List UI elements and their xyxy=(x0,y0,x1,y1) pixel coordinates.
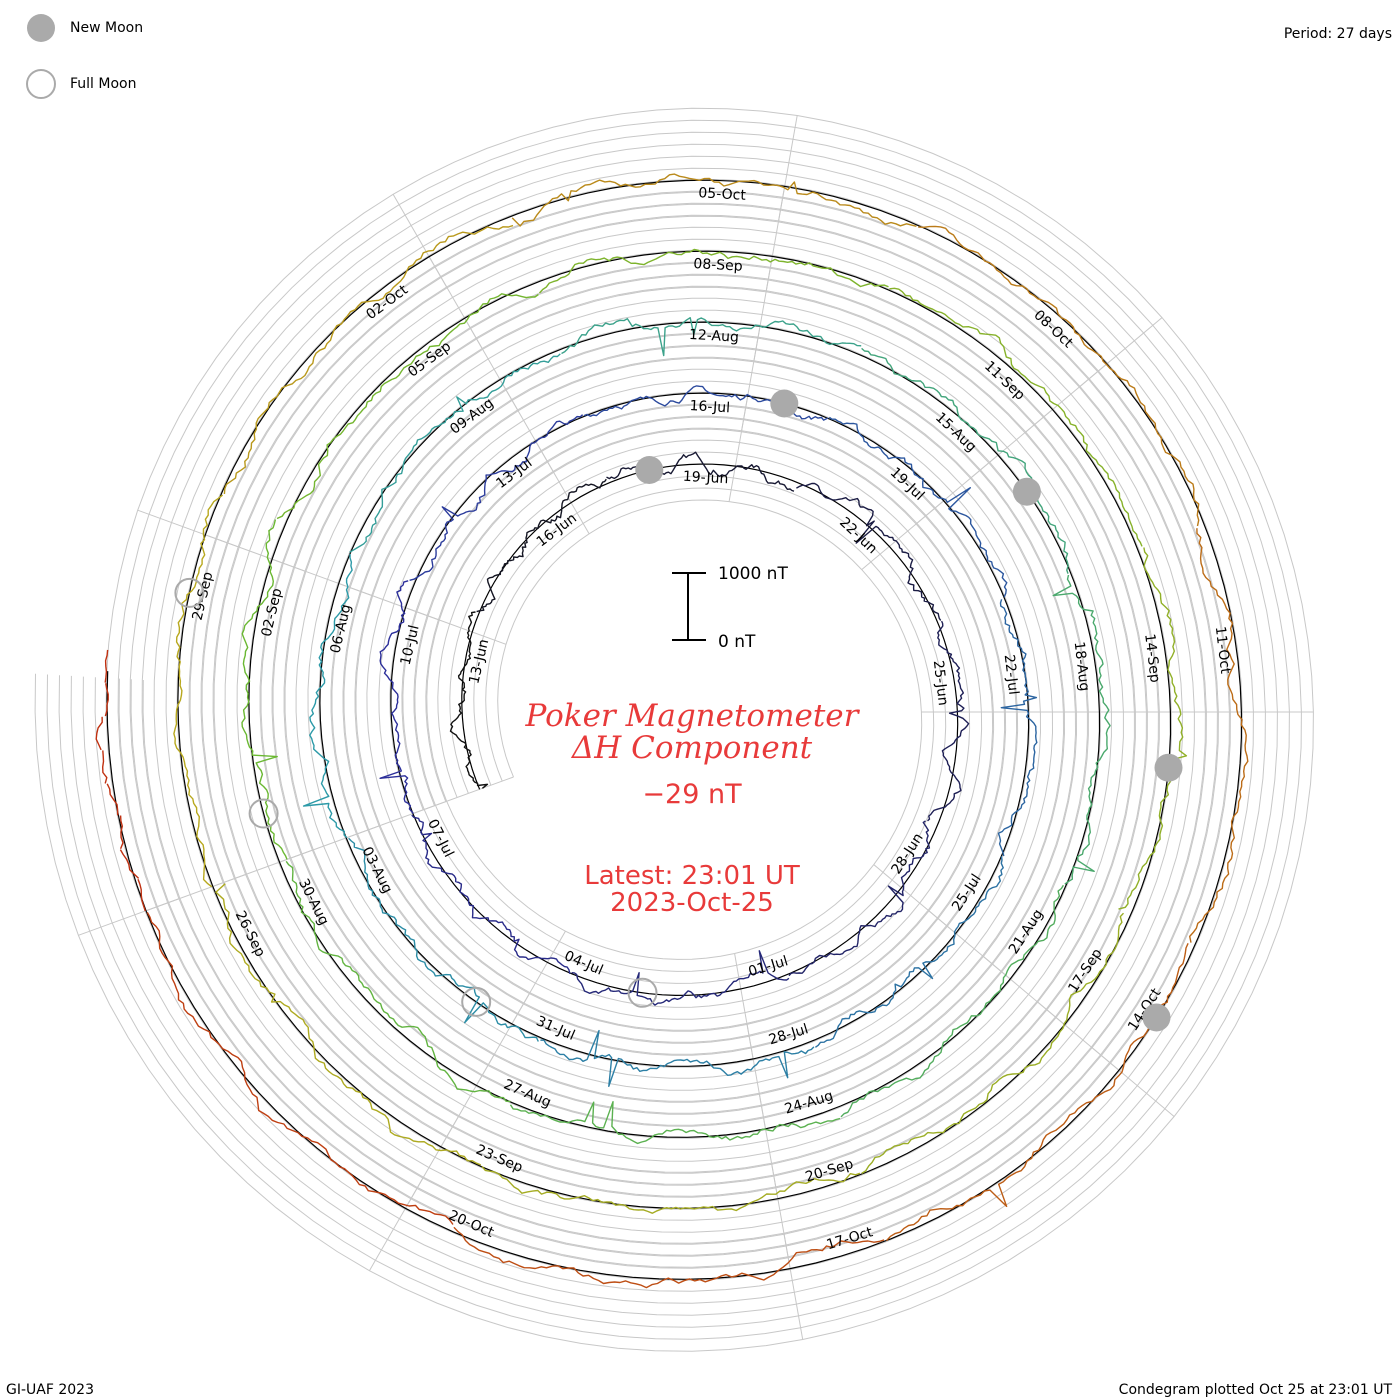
dh-trace-segment xyxy=(451,612,488,788)
latest-date: 2023-Oct-25 xyxy=(610,888,774,918)
full-moon-legend-label: Full Moon xyxy=(70,76,136,92)
footer-credit: GI-UAF 2023 xyxy=(6,1382,94,1398)
chart-title: Poker Magnetometer xyxy=(525,698,861,734)
date-label: 26-Sep xyxy=(232,908,268,959)
new-moon-legend-icon xyxy=(27,14,55,42)
legend: New Moon Full Moon xyxy=(27,14,143,98)
new-moon-marker xyxy=(1155,754,1183,782)
full-moon-legend-icon xyxy=(27,70,55,98)
date-label: 20-Oct xyxy=(446,1207,496,1241)
date-label: 16-Jul xyxy=(689,398,730,416)
date-label: 15-Aug xyxy=(932,410,979,456)
grid-spoke xyxy=(778,116,797,222)
dh-trace-segment xyxy=(862,348,1069,573)
dh-trace-segment xyxy=(454,1227,884,1287)
new-moon-marker xyxy=(1013,478,1041,506)
date-label: 12-Aug xyxy=(689,327,740,346)
new-moon-legend-label: New Moon xyxy=(70,20,143,36)
new-moon-marker xyxy=(770,390,798,418)
scale-top-label: 1000 nT xyxy=(718,564,788,584)
date-label: 08-Sep xyxy=(693,256,743,275)
dh-trace-segment xyxy=(380,581,413,814)
date-label: 27-Aug xyxy=(501,1077,553,1111)
footer-plot-time: Condegram plotted Oct 25 at 23:01 UT xyxy=(1119,1382,1393,1398)
period-label: Period: 27 days xyxy=(1284,26,1392,42)
date-label: 05-Oct xyxy=(698,185,747,204)
date-label: 11-Sep xyxy=(981,358,1028,404)
dh-trace-segment xyxy=(103,750,107,783)
date-label: 10-Jul xyxy=(398,624,423,667)
scale-bottom-label: 0 nT xyxy=(718,632,756,652)
new-moon-marker xyxy=(635,456,663,484)
grid-spoke xyxy=(1079,318,1162,387)
new-moon-marker xyxy=(1143,1004,1171,1032)
scale-bar: 1000 nT 0 nT xyxy=(672,564,788,652)
date-label: 19-Jun xyxy=(682,469,728,488)
date-label: 23-Sep xyxy=(473,1142,525,1176)
grid-spoke xyxy=(784,1233,803,1339)
dh-trace-segment xyxy=(862,913,1124,1173)
date-label: 28-Jun xyxy=(888,830,926,877)
chart-subtitle: ΔH Component xyxy=(571,730,813,766)
current-value: −29 nT xyxy=(642,779,742,810)
date-label: 03-Aug xyxy=(358,844,395,896)
grid-spoke xyxy=(78,898,179,935)
dh-trace-segment xyxy=(887,943,1189,1240)
dh-trace-segment xyxy=(918,226,1198,526)
latest-time: Latest: 23:01 UT xyxy=(584,861,800,891)
